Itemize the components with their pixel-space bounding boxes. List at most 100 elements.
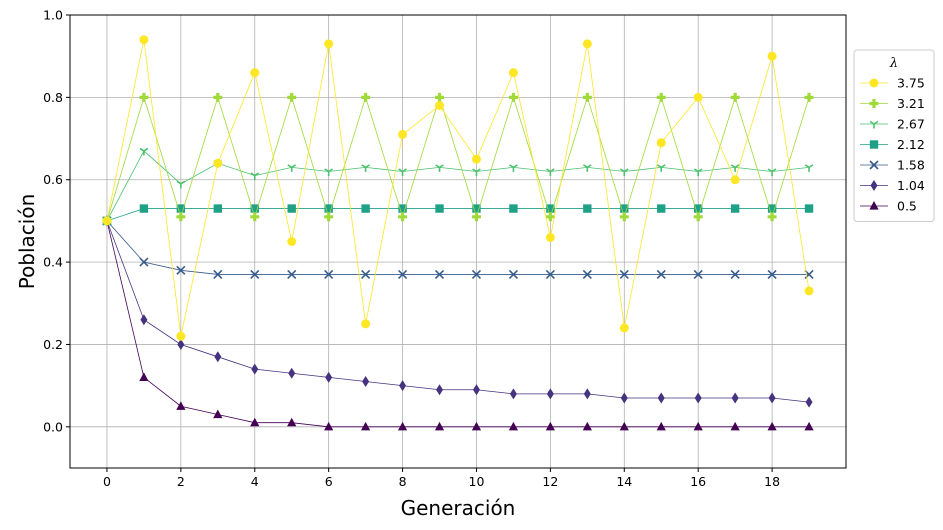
legend-label: 2.12: [897, 137, 925, 152]
data-point: [693, 204, 703, 213]
data-point: [471, 269, 482, 280]
data-point: [102, 216, 112, 226]
data-point: [139, 35, 149, 45]
x-tick-label: 8: [399, 474, 407, 489]
data-point: [324, 168, 333, 176]
series-line: [106, 220, 810, 403]
data-point: [471, 421, 482, 431]
data-point: [287, 269, 297, 280]
data-point: [657, 392, 665, 404]
data-point: [767, 204, 777, 213]
legend-title: λ: [889, 56, 898, 71]
data-point: [546, 168, 555, 176]
data-point: [583, 388, 591, 400]
data-point: [768, 392, 776, 404]
data-point: [436, 384, 444, 396]
series-line: [106, 95, 810, 222]
data-point: [509, 164, 518, 172]
data-point: [730, 175, 740, 185]
data-point: [508, 92, 518, 102]
data-point: [361, 204, 370, 213]
data-point: [767, 421, 777, 431]
data-point: [140, 314, 148, 326]
data-point: [582, 421, 592, 431]
legend-entry: 2.12: [860, 137, 925, 152]
legend-label: 1.04: [897, 178, 925, 193]
data-point: [545, 269, 555, 280]
data-point: [693, 269, 703, 280]
axis-ticks: 0 2 4 6 8 10 12 14 16 18 0.0 0.2 0.4 0.6 0.8 1.0: [43, 8, 780, 490]
data-point: [213, 204, 223, 213]
x-tick-label: 14: [616, 474, 632, 489]
data-point: [656, 421, 666, 431]
legend-label: 2.67: [897, 117, 925, 132]
data-point: [508, 421, 519, 431]
data-point: [804, 421, 814, 431]
y-tick-label: 0.6: [43, 172, 63, 187]
x-axis-label: Generación: [401, 496, 516, 520]
data-point: [287, 92, 297, 102]
data-point: [693, 212, 703, 222]
series-1.04: [103, 215, 813, 408]
data-point: [471, 154, 481, 164]
legend-marker: [869, 120, 879, 129]
data-point: [434, 269, 445, 280]
data-point: [213, 158, 223, 168]
data-point: [546, 388, 554, 400]
x-tick-label: 6: [325, 474, 333, 489]
data-point: [250, 204, 259, 213]
data-point: [804, 92, 814, 102]
data-point: [397, 421, 408, 431]
x-tick-label: 16: [690, 474, 706, 489]
data-point: [619, 323, 629, 333]
data-point: [472, 384, 480, 396]
data-point: [361, 92, 371, 102]
data-point: [398, 129, 408, 139]
data-point: [508, 269, 518, 280]
y-axis-label: Población: [15, 194, 39, 290]
data-point: [250, 269, 260, 280]
data-point: [545, 421, 555, 431]
data-point: [657, 204, 666, 213]
data-point: [139, 257, 149, 267]
data-point: [583, 164, 592, 172]
legend-label: 0.5: [897, 199, 917, 214]
data-point: [250, 212, 260, 222]
legend-entry: 3.75: [860, 76, 925, 91]
data-point: [619, 421, 629, 431]
data-point: [693, 421, 703, 431]
series-line: [106, 220, 810, 275]
data-point: [767, 269, 777, 280]
data-point: [398, 269, 408, 280]
data-point: [213, 92, 223, 102]
data-point: [325, 371, 333, 383]
series-3.21: [102, 92, 814, 226]
legend-marker: [869, 160, 879, 170]
legend-entry: 2.67: [860, 117, 925, 132]
legend-label: 3.21: [897, 96, 925, 111]
data-point: [804, 164, 814, 172]
data-point: [176, 331, 186, 341]
data-point: [287, 237, 297, 246]
data-point: [656, 92, 666, 102]
series-0.5: [102, 215, 814, 431]
legend-label: 1.58: [897, 158, 925, 173]
data-point: [139, 147, 149, 156]
data-point: [324, 204, 333, 213]
data-point: [582, 269, 592, 280]
data-point: [435, 92, 445, 102]
data-point: [250, 172, 260, 181]
legend-entry: 3.21: [860, 96, 925, 111]
data-point: [730, 204, 740, 213]
data-point: [324, 39, 334, 49]
data-point: [620, 204, 629, 213]
data-point: [213, 409, 223, 419]
x-tick-label: 12: [542, 474, 558, 489]
data-point: [177, 338, 185, 350]
data-point: [471, 212, 481, 222]
data-point: [693, 168, 703, 176]
data-point: [250, 417, 260, 427]
y-tick-label: 1.0: [43, 8, 63, 23]
data-point: [767, 168, 777, 176]
data-point: [656, 269, 666, 280]
